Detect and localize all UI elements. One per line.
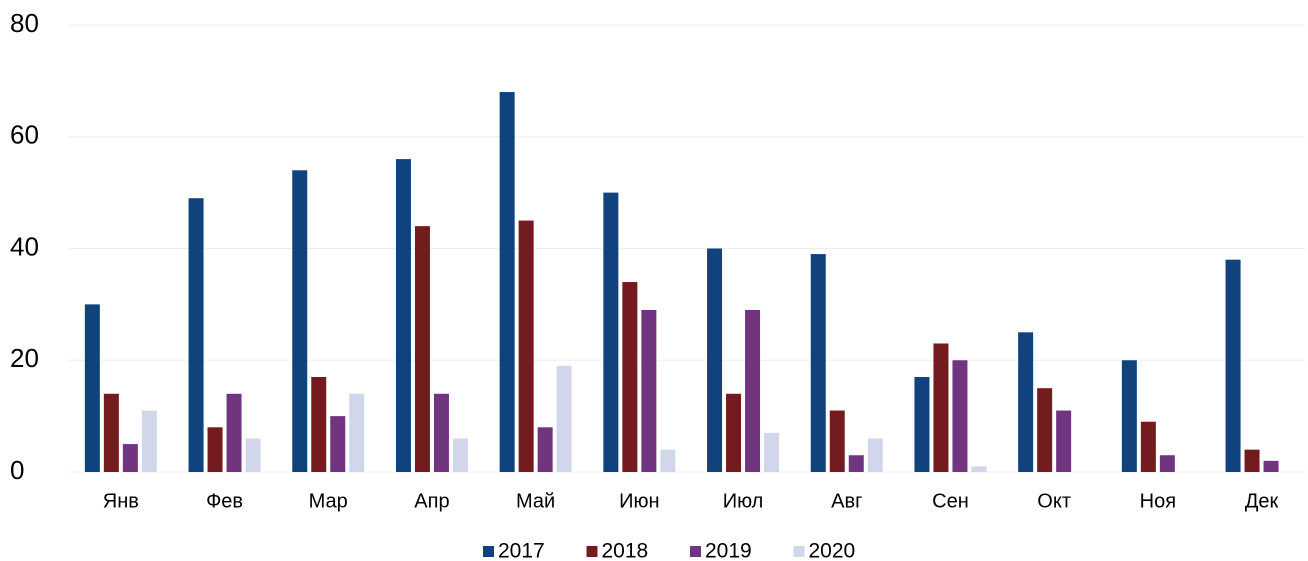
x-tick-label: Апр bbox=[414, 490, 449, 512]
y-tick-label: 60 bbox=[10, 120, 39, 150]
bar bbox=[867, 438, 883, 472]
y-tick-label: 80 bbox=[10, 8, 39, 38]
bar bbox=[707, 248, 723, 472]
x-tick-label: Май bbox=[516, 490, 555, 512]
bar bbox=[1121, 360, 1137, 472]
legend-label: 2019 bbox=[705, 540, 752, 561]
bar bbox=[971, 466, 987, 472]
x-tick-label: Сен bbox=[932, 490, 969, 512]
x-tick-label: Окт bbox=[1037, 490, 1071, 512]
bar bbox=[414, 226, 430, 472]
bar bbox=[311, 377, 327, 472]
bar bbox=[914, 377, 930, 472]
bar bbox=[452, 438, 468, 472]
y-tick-label: 0 bbox=[10, 455, 24, 485]
bar bbox=[141, 410, 157, 472]
bar bbox=[848, 455, 864, 472]
bar bbox=[499, 92, 515, 473]
bar bbox=[829, 410, 845, 472]
x-tick-label: Фев bbox=[206, 490, 243, 512]
bar bbox=[641, 309, 657, 472]
bar bbox=[1225, 259, 1241, 472]
bar bbox=[122, 444, 138, 472]
bar bbox=[226, 393, 242, 472]
x-tick-label: Июл bbox=[723, 490, 764, 512]
bar bbox=[660, 449, 676, 472]
legend-swatch bbox=[793, 546, 805, 557]
legend-label: 2020 bbox=[809, 540, 856, 561]
bar bbox=[726, 393, 742, 472]
bar bbox=[1056, 410, 1072, 472]
bar bbox=[330, 416, 346, 472]
legend-label: 2017 bbox=[498, 540, 545, 561]
bar bbox=[603, 192, 619, 472]
x-tick-label: Ноя bbox=[1140, 490, 1176, 512]
bar bbox=[764, 432, 780, 472]
bar bbox=[556, 365, 572, 472]
bar bbox=[518, 220, 534, 472]
bar bbox=[1037, 388, 1053, 472]
bar bbox=[103, 393, 119, 472]
x-tick-label: Янв bbox=[103, 490, 139, 512]
bar bbox=[810, 254, 826, 472]
bar bbox=[349, 393, 365, 472]
x-tick-label: Дек bbox=[1245, 490, 1279, 512]
bar bbox=[622, 282, 638, 472]
bar bbox=[292, 170, 308, 472]
y-tick-label: 40 bbox=[10, 231, 39, 261]
bar bbox=[1018, 332, 1034, 472]
bar bbox=[1263, 460, 1279, 472]
bar bbox=[1159, 455, 1175, 472]
x-tick-label: Мар bbox=[309, 490, 348, 512]
legend-swatch bbox=[586, 546, 598, 557]
x-tick-label: Июн bbox=[619, 490, 659, 512]
bar bbox=[207, 427, 223, 472]
bar bbox=[1140, 421, 1156, 472]
y-tick-label: 20 bbox=[10, 343, 39, 373]
bar bbox=[537, 427, 553, 472]
bar bbox=[188, 198, 204, 472]
bar bbox=[84, 304, 100, 472]
bar bbox=[395, 159, 411, 472]
bar bbox=[745, 309, 761, 472]
bar bbox=[952, 360, 968, 472]
bar bbox=[933, 343, 949, 472]
bar bbox=[245, 438, 261, 472]
legend-label: 2018 bbox=[602, 540, 649, 561]
x-tick-label: Авг bbox=[831, 490, 862, 512]
legend-swatch bbox=[483, 546, 494, 557]
bar bbox=[433, 393, 449, 472]
legend-swatch bbox=[690, 546, 701, 557]
bar bbox=[1244, 449, 1260, 472]
